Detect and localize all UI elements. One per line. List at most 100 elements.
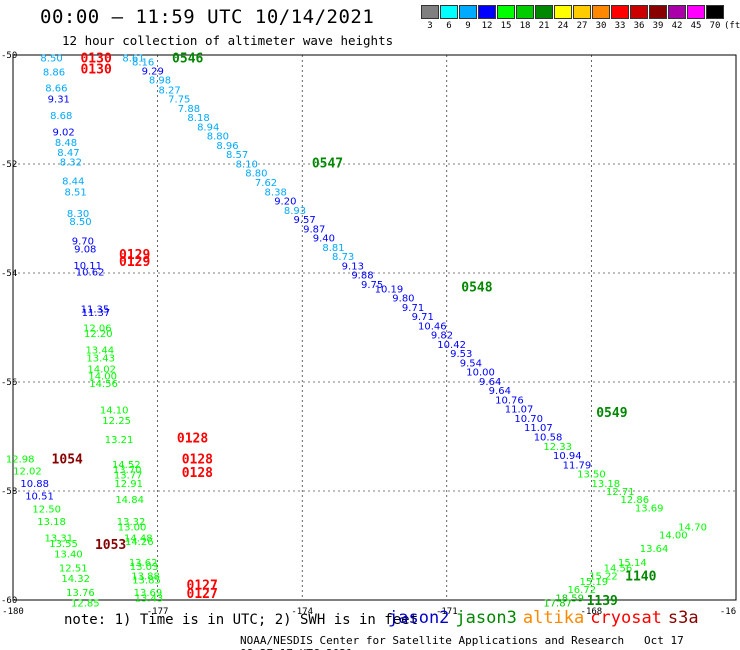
swh-value-label: 10.58 [534, 433, 563, 444]
swh-value-label: 9.57 [293, 215, 315, 226]
swh-value-label: 12.98 [6, 454, 35, 465]
swh-value-label: 10.76 [495, 395, 524, 406]
swh-value-label: 13.31 [44, 533, 73, 544]
swh-value-label: 14.32 [61, 574, 90, 585]
legend-label: 21 [538, 21, 550, 31]
legend-swatch [706, 5, 724, 19]
legend-unit: (ft) [724, 21, 740, 31]
swh-value-label: 13.77 [114, 471, 143, 482]
legend-swatch [421, 5, 439, 19]
swh-value-label: 9.75 [361, 280, 383, 291]
swh-value-label: 11.35 [81, 304, 110, 315]
swh-value-label: 11.07 [505, 405, 534, 416]
swh-value-label: 8.16 [132, 58, 154, 69]
legend-label: 30 [595, 21, 607, 31]
swh-value-label: 8.18 [187, 113, 209, 124]
x-tick-label: -168 [581, 607, 603, 617]
swh-value-label: 11.79 [563, 460, 592, 471]
legend-swatch [535, 5, 553, 19]
time-label: 1054 [52, 452, 83, 467]
swh-value-label: 14.02 [87, 364, 116, 375]
legend-label: 70 [709, 21, 721, 31]
swh-value-label: 8.98 [149, 76, 171, 87]
swh-value-label: 9.54 [460, 358, 482, 369]
swh-value-label: 13.18 [592, 479, 621, 490]
swh-value-label: 15.19 [579, 577, 608, 588]
swh-value-label: 14.84 [115, 495, 144, 506]
satellite-legend-item: cryosat [590, 608, 662, 628]
swh-value-label: 10.11 [73, 261, 102, 272]
swh-value-label: 13.44 [85, 345, 114, 356]
legend-label: 45 [690, 21, 702, 31]
legend-swatch [497, 5, 515, 19]
swh-value-label: 7.75 [168, 95, 190, 106]
swh-value-label: 13.32 [117, 517, 146, 528]
swh-value-label: 8.44 [62, 176, 84, 187]
legend-swatch [573, 5, 591, 19]
swh-value-label: 13.69 [134, 588, 163, 599]
swh-value-label: 11.07 [524, 423, 553, 434]
swh-value-label: 8.80 [207, 132, 229, 143]
x-tick-label: -16 [720, 607, 736, 617]
legend-label: 24 [557, 21, 569, 31]
time-label: 0127 [187, 579, 218, 594]
time-label: 1139 [587, 594, 618, 609]
swh-value-label: 14.70 [678, 522, 707, 533]
time-label: 0130 [80, 52, 111, 67]
time-label: 0128 [177, 432, 208, 447]
legend-swatch [630, 5, 648, 19]
legend-swatch [649, 5, 667, 19]
swh-value-label: 9.64 [489, 386, 511, 397]
satellite-legend: jason2 jason3 altika cryosat s3a [388, 608, 705, 628]
swh-value-label: 12.51 [59, 563, 88, 574]
swh-value-label: 8.93 [284, 206, 306, 217]
swh-value-label: 13.40 [54, 550, 83, 561]
swh-value-label: 8.73 [332, 252, 354, 263]
legend-label: 3 [427, 21, 433, 31]
swh-value-label: 13.76 [66, 588, 95, 599]
swh-value-label: 14.52 [112, 460, 141, 471]
swh-value-label: 8.80 [245, 169, 267, 180]
swh-value-label: 9.71 [402, 303, 424, 314]
swh-value-label: 8.86 [43, 67, 65, 78]
swh-value-label: 9.20 [274, 197, 296, 208]
swh-value-label: 8.96 [216, 141, 238, 152]
swh-value-label: 14.10 [100, 405, 129, 416]
legend-label: 9 [465, 21, 471, 31]
legend-label: 33 [614, 21, 626, 31]
satellite-legend-item: jason3 [455, 608, 517, 628]
swh-value-label: 10.88 [20, 479, 49, 490]
x-tick-label: -174 [291, 607, 313, 617]
swh-value-label: 8.61 [122, 54, 144, 65]
swh-value-label: 16.72 [567, 585, 596, 596]
legend-swatch [554, 5, 572, 19]
swh-value-label: 10.46 [418, 321, 447, 332]
swh-value-label: 8.57 [226, 150, 248, 161]
swh-value-label: 11.37 [82, 308, 111, 319]
swh-value-label: 9.13 [342, 261, 364, 272]
swh-value-label: 13.62 [129, 558, 158, 569]
swh-value-label: 8.50 [40, 54, 62, 65]
satellite-legend-item: altika [522, 608, 585, 628]
swh-value-label: 12.20 [84, 329, 113, 340]
swh-value-label: 9.53 [450, 349, 472, 360]
y-tick-label: -54 [1, 269, 17, 279]
swh-value-label: 8.51 [65, 187, 87, 198]
swh-value-label: 13.64 [640, 544, 669, 555]
time-label: 0549 [596, 406, 627, 421]
credit-source: NOAA/NESDIS Center for Satellite Applica… [240, 634, 625, 647]
legend-label: 6 [446, 21, 452, 31]
time-label: 0547 [312, 156, 343, 171]
y-tick-label: -52 [1, 160, 17, 170]
swh-value-label: 10.19 [375, 284, 404, 295]
swh-value-label: 9.31 [48, 95, 70, 106]
swh-value-label: 8.50 [69, 217, 91, 228]
swh-value-label: 8.38 [265, 187, 287, 198]
legend-label: 18 [519, 21, 531, 31]
swh-value-label: 13.88 [131, 571, 160, 582]
legend-swatch [478, 5, 496, 19]
swh-value-label: 13.18 [37, 517, 66, 528]
swh-value-label: 8.68 [50, 111, 72, 122]
swh-value-label: 10.42 [437, 340, 466, 351]
